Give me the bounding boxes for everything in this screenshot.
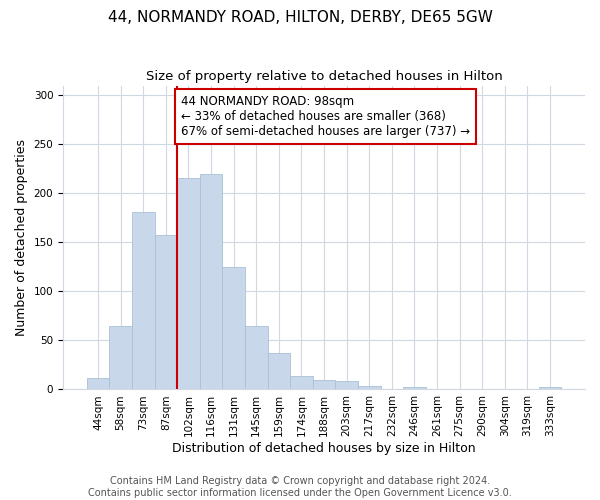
Bar (155, 234, 177, 390)
Bar (313, 380, 335, 390)
Bar (335, 380, 358, 390)
Text: 44 NORMANDY ROAD: 98sqm
← 33% of detached houses are smaller (368)
67% of semi-d: 44 NORMANDY ROAD: 98sqm ← 33% of detache… (181, 96, 470, 138)
Bar (245, 326, 268, 390)
Bar (539, 388, 561, 390)
Title: Size of property relative to detached houses in Hilton: Size of property relative to detached ho… (146, 70, 502, 83)
Y-axis label: Number of detached properties: Number of detached properties (15, 139, 28, 336)
Text: Contains HM Land Registry data © Crown copyright and database right 2024.
Contai: Contains HM Land Registry data © Crown c… (88, 476, 512, 498)
Text: 44, NORMANDY ROAD, HILTON, DERBY, DE65 5GW: 44, NORMANDY ROAD, HILTON, DERBY, DE65 5… (107, 10, 493, 25)
Bar (223, 267, 245, 390)
Bar (132, 212, 155, 390)
Bar (109, 326, 132, 390)
Bar (87, 378, 109, 390)
Bar (290, 376, 313, 390)
Bar (177, 178, 200, 390)
Bar (358, 386, 380, 390)
Bar (268, 353, 290, 390)
Bar (200, 174, 223, 390)
Bar (403, 386, 425, 390)
X-axis label: Distribution of detached houses by size in Hilton: Distribution of detached houses by size … (172, 442, 476, 455)
